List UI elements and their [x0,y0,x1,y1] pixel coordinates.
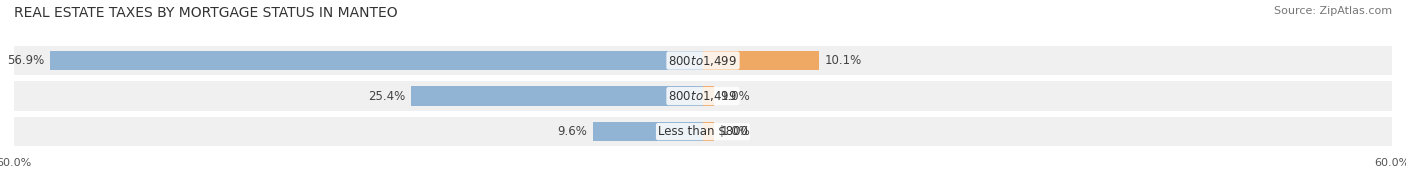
Legend: Without Mortgage, With Mortgage: Without Mortgage, With Mortgage [575,195,831,196]
Bar [703,86,714,106]
Text: 1.0%: 1.0% [720,90,749,103]
Text: Source: ZipAtlas.com: Source: ZipAtlas.com [1274,6,1392,16]
Bar [14,117,1392,146]
Text: $800 to $1,499: $800 to $1,499 [668,54,738,67]
Text: 25.4%: 25.4% [368,90,405,103]
Text: $800 to $1,499: $800 to $1,499 [668,89,738,103]
Bar [703,51,818,70]
Bar [703,122,714,141]
Bar [593,122,703,141]
Text: 9.6%: 9.6% [557,125,588,138]
Bar [14,81,1392,111]
Text: 56.9%: 56.9% [7,54,44,67]
Text: 10.1%: 10.1% [825,54,862,67]
Bar [14,46,1392,75]
Text: REAL ESTATE TAXES BY MORTGAGE STATUS IN MANTEO: REAL ESTATE TAXES BY MORTGAGE STATUS IN … [14,6,398,20]
Text: 1.0%: 1.0% [720,125,749,138]
Bar [412,86,703,106]
Text: Less than $800: Less than $800 [658,125,748,138]
Bar [49,51,703,70]
